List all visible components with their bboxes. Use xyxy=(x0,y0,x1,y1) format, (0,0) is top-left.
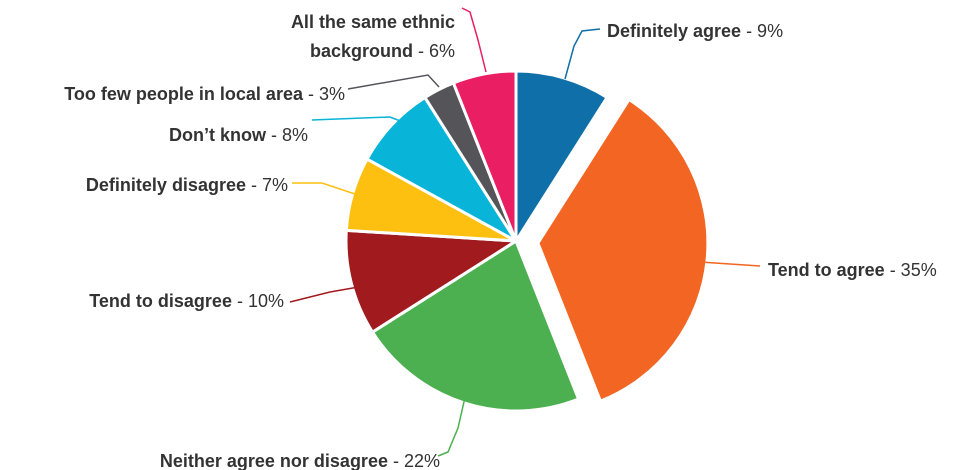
pie-slice-definitely-agree xyxy=(514,69,609,243)
slice-label-all-the-same-ethnic-background-line1: All the same ethnic xyxy=(291,12,455,32)
leader-line-definitely-disagree xyxy=(292,182,356,195)
leader-line-too-few-people-in-local-area xyxy=(347,74,440,90)
slice-label-all-the-same-ethnic-background-line2: background - 6% xyxy=(310,41,455,61)
leader-line-tend-to-agree xyxy=(699,261,761,267)
slice-label-too-few-people-in-local-area: Too few people in local area - 3% xyxy=(64,84,345,104)
pie-slice-tend-to-disagree xyxy=(344,228,518,334)
leader-line-tend-to-disagree xyxy=(289,284,371,303)
pie-slice-tend-to-agree xyxy=(536,98,710,403)
leader-line-don-t-know xyxy=(311,116,409,125)
pie-slices xyxy=(344,69,710,413)
slice-label-tend-to-disagree: Tend to disagree - 10% xyxy=(89,291,284,311)
slice-label-don-t-know: Don’t know - 8% xyxy=(169,125,308,145)
leader-lines xyxy=(289,7,761,457)
slice-labels: Definitely agree - 9% Tend to agree - 35%… xyxy=(64,12,936,470)
leader-line-all-the-same-ethnic-background xyxy=(461,7,487,73)
leader-line-neither-agree-nor-disagree xyxy=(437,392,467,457)
slice-label-definitely-agree: Definitely agree - 9% xyxy=(607,21,783,41)
leader-line-definitely-agree xyxy=(564,28,601,80)
pie-slice-all-the-same-ethnic-background xyxy=(451,69,518,243)
slice-label-neither-agree-nor-disagree: Neither agree nor disagree - 22% xyxy=(160,451,440,470)
slice-label-tend-to-agree: Tend to agree - 35% xyxy=(768,260,937,280)
slice-label-definitely-disagree: Definitely disagree - 7% xyxy=(86,175,288,195)
